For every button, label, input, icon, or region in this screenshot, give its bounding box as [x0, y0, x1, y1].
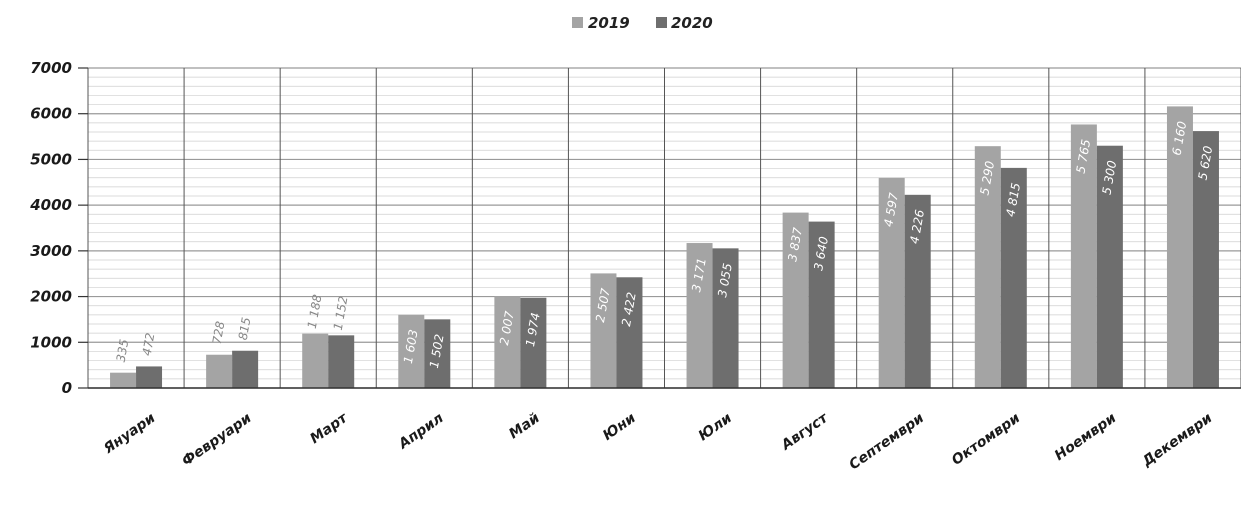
bar-2020 [328, 335, 354, 388]
legend-label-2020: 2020 [671, 14, 713, 32]
y-tick-label: 0 [62, 379, 72, 397]
y-tick-label: 5000 [30, 150, 72, 168]
x-tick-label: Октомври [949, 410, 1023, 469]
axes: 0 1000 2000 3000 4000 5000 6000 7000 Януари Февру… [29, 59, 1241, 473]
data-label-2019: 728 [210, 320, 228, 345]
legend-swatch-2019 [572, 17, 583, 28]
x-tick-label: Април [395, 410, 446, 453]
bar-2019 [206, 355, 232, 388]
bar-2019 [302, 334, 328, 388]
y-tick-label: 6000 [30, 105, 72, 123]
bar-2019 [110, 373, 136, 388]
x-tick-label: Август [778, 410, 832, 454]
x-tick-label: Февруари [179, 410, 254, 469]
y-tick-label: 4000 [29, 196, 72, 214]
x-tick-label: Юли [696, 410, 735, 444]
x-tick-label: Март [307, 410, 351, 447]
y-tick-label: 1000 [30, 333, 72, 351]
x-tick-label: Декември [1139, 410, 1216, 470]
x-tick-label: Май [506, 410, 543, 442]
y-tick-label: 3000 [30, 242, 72, 260]
y-tick-label: 2000 [30, 288, 72, 306]
legend-swatch-2020 [656, 17, 667, 28]
bar-2020 [136, 366, 162, 388]
x-tick-label: Януари [100, 410, 158, 458]
x-tick-label: Ноември [1052, 410, 1119, 464]
data-label-2020: 472 [140, 332, 158, 357]
legend: 2019 2020 [572, 14, 713, 32]
x-tick-label: Юни [600, 410, 639, 444]
bar-2020 [232, 351, 258, 388]
data-label-2020: 1 152 [331, 295, 351, 331]
y-tick-label: 7000 [30, 59, 72, 77]
data-label-2019: 335 [114, 338, 132, 363]
legend-label-2019: 2019 [588, 14, 630, 32]
grid [88, 68, 1241, 388]
data-label-2020: 815 [236, 316, 254, 341]
x-tick-label: Септември [846, 410, 927, 473]
